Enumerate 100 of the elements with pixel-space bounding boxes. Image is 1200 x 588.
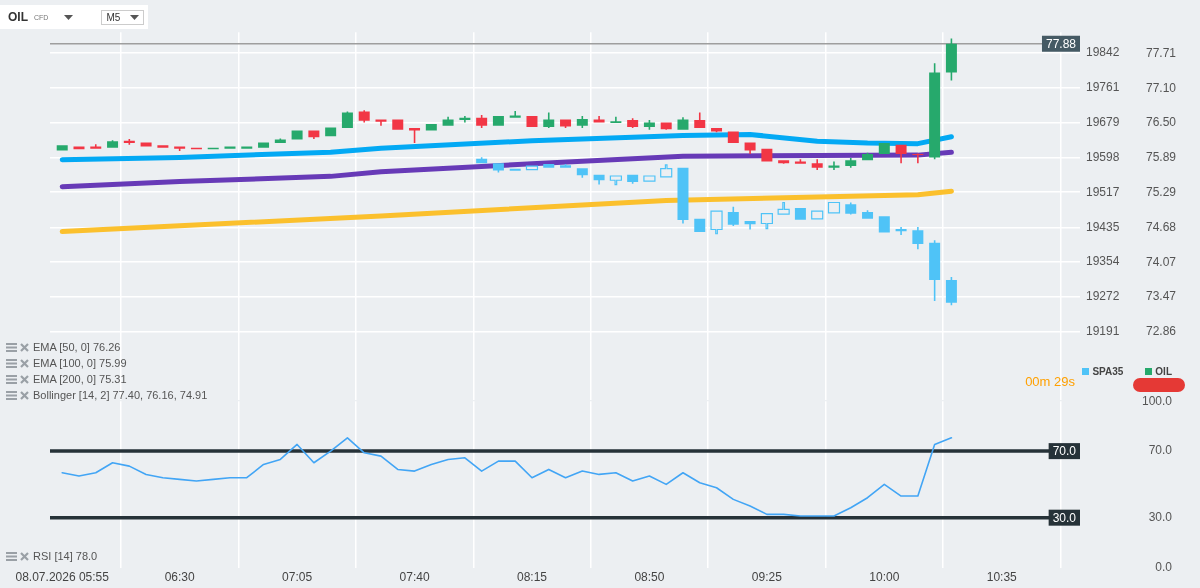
candlestick: [543, 164, 555, 168]
candlestick: [392, 119, 404, 130]
x-tick-label: 07:40: [399, 570, 430, 585]
candlestick: [912, 153, 924, 164]
candlestick: [677, 117, 689, 130]
candlestick: [827, 201, 841, 214]
y2-tick-label: 77.10: [1146, 80, 1177, 95]
annotation: EMA [100, 0] 75.99: [33, 357, 127, 369]
legend-label: OIL: [1155, 366, 1172, 377]
annotation: EMA [50, 0] 76.26: [33, 341, 121, 353]
x-tick-label: 09:25: [751, 570, 783, 585]
y2-tick-label: 75.29: [1146, 184, 1177, 199]
y-tick-label: 100.0: [1141, 393, 1173, 408]
candlestick: [895, 226, 907, 236]
y-tick-label: 30.0: [1148, 509, 1173, 524]
candlestick: [509, 110, 521, 118]
candlestick: [325, 127, 337, 137]
candlestick: [627, 174, 639, 184]
x-tick-label: 10:00: [869, 570, 900, 585]
candlestick: [308, 130, 320, 140]
candlestick: [945, 276, 957, 306]
candlestick: [610, 116, 622, 123]
x-tick-label: 06:30: [164, 570, 195, 585]
candlestick: [878, 216, 890, 233]
candlestick: [459, 116, 471, 123]
candlestick: [912, 226, 924, 250]
candlestick: [593, 174, 605, 185]
candlestick: [727, 131, 739, 144]
y2-tick-label: 73.47: [1146, 289, 1177, 304]
candlestick: [945, 38, 957, 81]
candlestick: [525, 165, 539, 171]
candlestick: [157, 145, 169, 148]
annotation: 00m 29s: [1025, 374, 1075, 389]
candlestick: [694, 218, 706, 233]
legend-label: SPA35: [1092, 366, 1124, 377]
candlestick: [56, 145, 68, 151]
candlestick: [929, 240, 941, 301]
y2-tick-label: 74.07: [1146, 254, 1177, 269]
candlestick: [744, 142, 756, 154]
y-tick-label: 19842: [1086, 45, 1120, 60]
candlestick: [862, 152, 874, 161]
candlestick: [291, 130, 303, 140]
candlestick: [760, 213, 773, 230]
candlestick: [878, 143, 890, 154]
y2-tick-label: 77.71: [1146, 45, 1177, 60]
candlestick: [358, 110, 370, 123]
candlestick: [476, 114, 488, 129]
candlestick: [744, 220, 756, 230]
candlestick: [576, 168, 588, 178]
candlestick: [862, 210, 874, 219]
chart-title: OIL: [8, 10, 28, 24]
candlestick: [526, 116, 538, 127]
candlestick: [341, 111, 353, 129]
y-tick-label: 19598: [1086, 149, 1120, 164]
candlestick: [425, 124, 437, 131]
candlestick: [794, 159, 806, 164]
candlestick: [609, 175, 622, 186]
candlestick: [677, 167, 689, 224]
x-tick-label: 08.07.2026 05:55: [15, 570, 110, 585]
y-tick-label: 19191: [1086, 324, 1120, 339]
y2-tick-label: 74.68: [1146, 219, 1177, 234]
candlestick: [761, 148, 773, 162]
candlestick: [492, 116, 504, 126]
candlestick: [643, 120, 655, 130]
y-tick-label: 19354: [1086, 254, 1120, 269]
y-tick-label: 19272: [1086, 289, 1120, 304]
candlestick: [929, 63, 941, 160]
candlestick: [107, 140, 119, 148]
candlestick: [576, 116, 588, 129]
annotation: RSI [14] 78.0: [33, 550, 98, 562]
ref-line-label: 30.0: [1052, 510, 1077, 525]
candlestick: [710, 210, 723, 235]
candlestick: [845, 202, 857, 215]
y-tick-label: 19517: [1086, 184, 1120, 199]
ref-line-label: 77.88: [1045, 37, 1077, 51]
candlestick: [560, 164, 572, 168]
y2-tick-label: 76.50: [1146, 115, 1177, 130]
candlestick: [492, 163, 504, 173]
annotation: Bollinger [14, 2] 77.40, 76.16, 74.91: [33, 389, 208, 401]
candlestick: [811, 210, 824, 220]
candlestick: [727, 206, 739, 227]
text: M5: [106, 11, 121, 23]
x-tick-label: 08:50: [634, 570, 665, 585]
annotation: EMA [200, 0] 75.31: [33, 373, 127, 385]
candlestick: [627, 118, 639, 129]
candlestick: [476, 157, 488, 164]
candlestick: [660, 122, 672, 130]
candlestick: [140, 142, 152, 147]
candlestick: [660, 164, 673, 178]
y-tick-label: 0.0: [1155, 559, 1173, 574]
candlestick: [711, 128, 723, 133]
candlestick: [777, 201, 790, 215]
x-tick-label: 08:15: [516, 570, 548, 585]
candlestick: [694, 112, 706, 129]
candlestick: [845, 157, 857, 168]
candlestick: [895, 144, 907, 164]
candlestick: [778, 160, 790, 164]
y-tick-label: 70.0: [1148, 443, 1173, 458]
candlestick: [643, 175, 656, 182]
candlestick: [543, 112, 555, 129]
